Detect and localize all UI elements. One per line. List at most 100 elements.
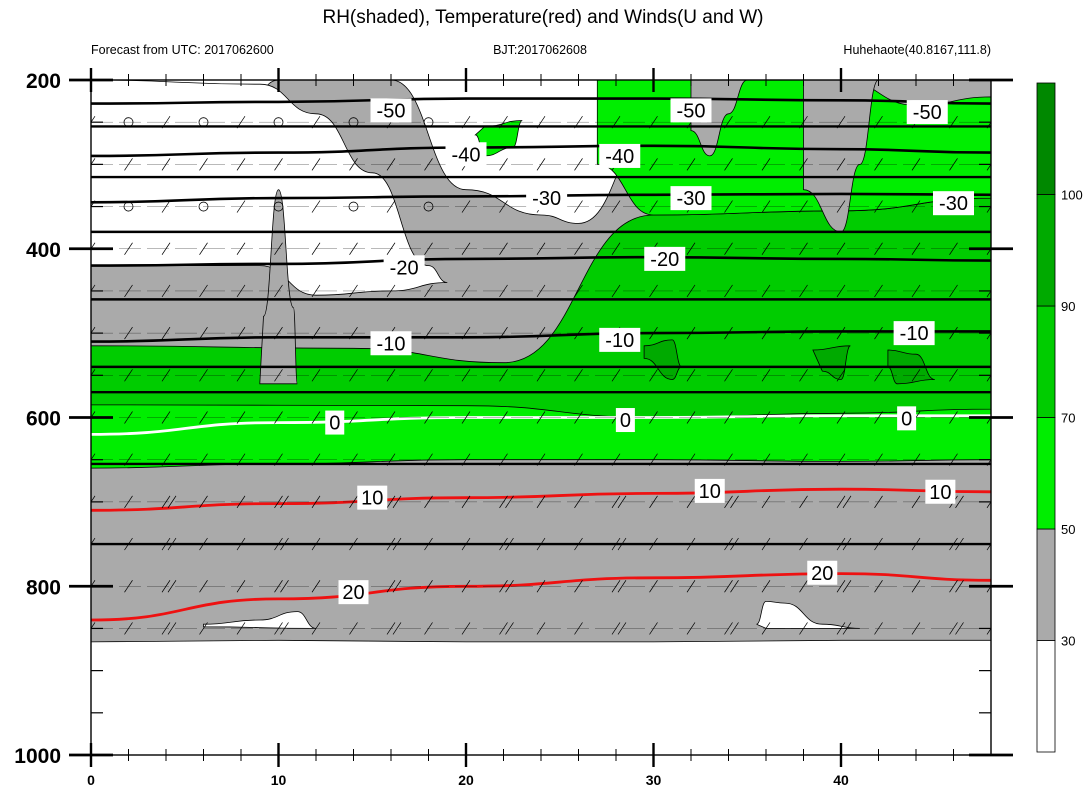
wind-barb xyxy=(536,537,546,551)
contour-label-box xyxy=(338,580,369,605)
calm-wind-circle xyxy=(273,201,284,212)
wind-barb xyxy=(986,332,991,340)
calm-wind-circle xyxy=(198,117,209,128)
wind-barb xyxy=(730,580,739,593)
wind-barb xyxy=(911,495,921,509)
contour-label-box xyxy=(644,246,686,271)
wind-barb xyxy=(874,158,883,171)
wind-barb xyxy=(91,453,96,461)
wind-barb xyxy=(874,622,883,635)
wind-barb xyxy=(274,284,283,298)
wind-barb xyxy=(199,158,208,171)
wind-barb xyxy=(761,284,771,298)
rh-white-pocket xyxy=(203,611,317,629)
wind-barb xyxy=(161,453,171,466)
contour-label: -30 xyxy=(677,188,706,210)
temperature-contour-m20 xyxy=(91,255,991,267)
contour-label: -20 xyxy=(390,257,419,279)
wind-barb xyxy=(686,284,696,298)
colorbar-segment xyxy=(1036,82,1056,195)
wind-barb xyxy=(236,115,246,129)
wind-barb xyxy=(167,495,177,509)
colorbar-segment xyxy=(1036,528,1056,641)
wind-barb xyxy=(161,622,171,635)
x-tick-label: 20 xyxy=(458,772,474,788)
wind-barb xyxy=(424,537,433,551)
wind-barb xyxy=(311,411,321,424)
wind-barb xyxy=(161,115,171,129)
wind-barb xyxy=(424,369,433,382)
wind-barb xyxy=(236,453,246,466)
wind-barb xyxy=(836,369,846,382)
wind-barb xyxy=(161,580,171,593)
temperature-contour-m10 xyxy=(91,330,991,343)
contour-label-box xyxy=(599,143,641,168)
wind-barb xyxy=(536,326,546,340)
contour-label: 0 xyxy=(620,410,631,432)
wind-barb xyxy=(505,622,514,635)
contour-label: -40 xyxy=(605,146,634,168)
wind-barb xyxy=(236,622,246,635)
x-tick-label: 10 xyxy=(271,772,287,788)
wind-barb xyxy=(986,121,991,129)
wind-barb xyxy=(386,495,396,509)
wind-barb xyxy=(836,158,846,171)
wind-barb xyxy=(836,580,846,593)
wind-barb xyxy=(836,115,846,129)
wind-barb xyxy=(724,622,733,635)
colorbar-label: 100 xyxy=(1061,188,1083,203)
temperature-contour-m40 xyxy=(91,144,991,158)
wind-barb xyxy=(424,411,433,424)
contour-label: 10 xyxy=(361,488,383,510)
calm-wind-circle xyxy=(423,117,434,128)
wind-barb xyxy=(386,369,396,382)
wind-barb xyxy=(236,200,246,213)
wind-barb xyxy=(386,580,396,593)
wind-barb xyxy=(392,495,402,509)
wind-barb xyxy=(574,411,583,424)
wind-barb xyxy=(874,284,883,298)
wind-barb xyxy=(730,495,739,509)
contour-label: -50 xyxy=(913,102,942,124)
wind-barb xyxy=(911,242,921,255)
wind-barb xyxy=(986,290,991,298)
wind-barb xyxy=(761,622,771,635)
wind-barb xyxy=(349,495,358,509)
contour-label: -20 xyxy=(650,249,679,271)
wind-barb xyxy=(724,369,733,382)
wind-barb xyxy=(124,284,133,298)
wind-barb xyxy=(911,622,921,635)
wind-barb xyxy=(499,369,508,382)
subtitle-right: Huhehaote(40.8167,111.8) xyxy=(843,43,991,57)
contour-label-box xyxy=(357,485,388,510)
colorbar: 30 50 70 90 100 xyxy=(1036,82,1083,753)
wind-barb xyxy=(617,580,627,593)
wind-barb xyxy=(911,537,921,551)
wind-barb xyxy=(424,158,433,171)
y-tick-label: 1000 xyxy=(14,745,61,768)
wind-barb xyxy=(949,622,958,635)
wind-barb xyxy=(424,622,433,635)
contour-label-box xyxy=(807,560,838,585)
wind-barb xyxy=(424,326,433,340)
contour-label: -50 xyxy=(677,100,706,122)
wind-barb xyxy=(199,242,208,255)
wind-barb xyxy=(161,537,171,551)
wind-barb xyxy=(842,622,852,635)
wind-barb xyxy=(280,495,289,509)
wind-barb xyxy=(611,115,621,129)
wind-barb xyxy=(986,248,991,255)
wind-barb xyxy=(799,115,808,129)
wind-barb xyxy=(199,284,208,298)
wind-barb xyxy=(167,622,177,635)
wind-barb xyxy=(799,284,808,298)
wind-barb xyxy=(311,369,321,382)
wind-barb xyxy=(91,200,96,208)
wind-barb xyxy=(874,453,883,466)
wind-barb xyxy=(686,326,696,340)
wind-barb xyxy=(461,369,471,382)
contour-label-box xyxy=(615,408,635,433)
wind-barb xyxy=(311,158,321,171)
wind-barb xyxy=(199,580,208,593)
wind-barb xyxy=(91,495,96,503)
